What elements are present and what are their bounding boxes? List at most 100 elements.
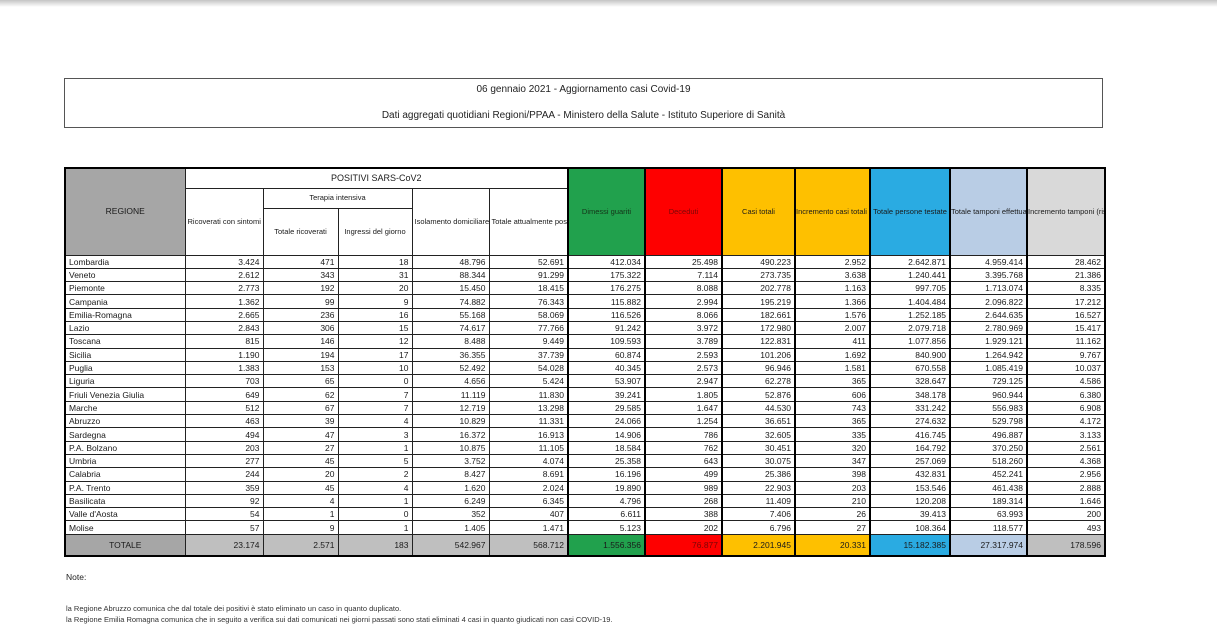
incremento-tamponi-cell: 15.417 — [1026, 320, 1106, 336]
casi-totali-cell: 30.075 — [721, 453, 796, 469]
incremento-casi-cell: 203 — [794, 480, 871, 495]
incremento-tamponi-cell: 16.527 — [1026, 307, 1106, 322]
ricoverati-sintomi-cell: 1.190 — [184, 347, 264, 362]
incremento-casi-cell: 411 — [794, 334, 871, 349]
incremento-casi-cell: 606 — [794, 387, 871, 402]
tamponi-effettuati-cell: 4.959.414 — [949, 254, 1028, 269]
region-name-cell: Emilia-Romagna — [64, 307, 186, 322]
persone-testate-cell: 1.404.484 — [869, 294, 951, 309]
ingressi-giorno-cell: 17 — [337, 347, 413, 362]
totale-ricoverati-cell: 1 — [262, 507, 339, 522]
region-name-cell: Sardegna — [64, 427, 186, 442]
region-name-cell: Campania — [64, 294, 186, 309]
ricoverati-sintomi-cell: 57 — [184, 520, 264, 535]
deceduti-cell: 2.947 — [644, 374, 723, 389]
attualmente-positivi-cell: 407 — [488, 507, 569, 522]
persone-testate-cell: 670.558 — [869, 360, 951, 376]
tamponi-effettuati-cell: 189.314 — [949, 493, 1028, 509]
casi-totali-cell: 490.223 — [721, 254, 796, 269]
incremento-casi-cell: 2.952 — [794, 254, 871, 269]
ingressi-giorno-cell: 12 — [337, 334, 413, 349]
isolamento-domiciliare-cell: 74.617 — [411, 320, 490, 336]
incremento-casi-cell: 1.366 — [794, 294, 871, 309]
totale-ricoverati-cell: 343 — [262, 267, 339, 283]
totale-persone-testate-cell: 15.182.385 — [869, 533, 951, 557]
header-group-terapia-intensiva: Terapia intensiva — [262, 187, 413, 209]
table-row: Friuli Venezia Giulia 649 62 7 11.119 11… — [64, 387, 1106, 402]
casi-totali-cell: 32.605 — [721, 427, 796, 442]
isolamento-domiciliare-cell: 88.344 — [411, 267, 490, 283]
region-name-cell: Calabria — [64, 467, 186, 482]
persone-testate-cell: 2.079.718 — [869, 320, 951, 336]
dimessi-guariti-cell: 18.584 — [567, 440, 646, 455]
incremento-tamponi-cell: 2.888 — [1026, 480, 1106, 495]
incremento-tamponi-cell: 6.908 — [1026, 400, 1106, 416]
tamponi-effettuati-cell: 729.125 — [949, 374, 1028, 389]
persone-testate-cell: 120.208 — [869, 493, 951, 509]
incremento-casi-cell: 27 — [794, 520, 871, 535]
tamponi-effettuati-cell: 556.983 — [949, 400, 1028, 416]
region-name-cell: Friuli Venezia Giulia — [64, 387, 186, 402]
note-line-1: la Regione Abruzzo comunica che dal tota… — [66, 604, 402, 613]
attualmente-positivi-cell: 58.069 — [488, 307, 569, 322]
casi-totali-cell: 6.796 — [721, 520, 796, 535]
dimessi-guariti-cell: 115.882 — [567, 294, 646, 309]
casi-totali-cell: 22.903 — [721, 480, 796, 495]
attualmente-positivi-cell: 11.830 — [488, 387, 569, 402]
tamponi-effettuati-cell: 1.085.419 — [949, 360, 1028, 376]
header-dimessi-guariti: Dimessi guariti — [567, 167, 646, 256]
ricoverati-sintomi-cell: 277 — [184, 453, 264, 469]
totale-incremento-casi-cell: 20.331 — [794, 533, 871, 557]
attualmente-positivi-cell: 77.766 — [488, 320, 569, 336]
incremento-tamponi-cell: 3.133 — [1026, 427, 1106, 442]
incremento-tamponi-cell: 2.561 — [1026, 440, 1106, 455]
notes-label: Note: — [66, 572, 87, 582]
ingressi-giorno-cell: 18 — [337, 254, 413, 269]
casi-totali-cell: 96.946 — [721, 360, 796, 376]
totale-ricoverati-cell: 194 — [262, 347, 339, 362]
incremento-casi-cell: 320 — [794, 440, 871, 455]
casi-totali-cell: 172.980 — [721, 320, 796, 336]
totale-ricoverati-cell: 39 — [262, 414, 339, 429]
persone-testate-cell: 1.240.441 — [869, 267, 951, 283]
deceduti-cell: 3.972 — [644, 320, 723, 336]
ricoverati-sintomi-cell: 3.424 — [184, 254, 264, 269]
incremento-casi-cell: 1.692 — [794, 347, 871, 362]
ingressi-giorno-cell: 10 — [337, 360, 413, 376]
attualmente-positivi-cell: 54.028 — [488, 360, 569, 376]
casi-totali-cell: 182.661 — [721, 307, 796, 322]
region-name-cell: Umbria — [64, 453, 186, 469]
isolamento-domiciliare-cell: 8.488 — [411, 334, 490, 349]
persone-testate-cell: 432.831 — [869, 467, 951, 482]
incremento-tamponi-cell: 10.037 — [1026, 360, 1106, 376]
header-persone-testate: Totale persone testate — [869, 167, 951, 256]
dimessi-guariti-cell: 19.890 — [567, 480, 646, 495]
deceduti-cell: 25.498 — [644, 254, 723, 269]
isolamento-domiciliare-cell: 10.829 — [411, 414, 490, 429]
isolamento-domiciliare-cell: 48.796 — [411, 254, 490, 269]
tamponi-effettuati-cell: 118.577 — [949, 520, 1028, 535]
deceduti-cell: 786 — [644, 427, 723, 442]
attualmente-positivi-cell: 6.345 — [488, 493, 569, 509]
tamponi-effettuati-cell: 1.929.121 — [949, 334, 1028, 349]
totale-ingressi-giorno-cell: 183 — [337, 533, 413, 557]
attualmente-positivi-cell: 4.074 — [488, 453, 569, 469]
totale-ricoverati-cell: 153 — [262, 360, 339, 376]
casi-totali-cell: 44.530 — [721, 400, 796, 416]
ricoverati-sintomi-cell: 463 — [184, 414, 264, 429]
dimessi-guariti-cell: 175.322 — [567, 267, 646, 283]
table-row: Sardegna 494 47 3 16.372 16.913 14.906 7… — [64, 427, 1106, 442]
ricoverati-sintomi-cell: 815 — [184, 334, 264, 349]
header-ingressi-giorno: Ingressi del giorno — [337, 207, 413, 256]
ingressi-giorno-cell: 20 — [337, 281, 413, 296]
isolamento-domiciliare-cell: 1.620 — [411, 480, 490, 495]
incremento-casi-cell: 1.576 — [794, 307, 871, 322]
totale-casi-totali-cell: 2.201.945 — [721, 533, 796, 557]
isolamento-domiciliare-cell: 15.450 — [411, 281, 490, 296]
attualmente-positivi-cell: 18.415 — [488, 281, 569, 296]
attualmente-positivi-cell: 11.105 — [488, 440, 569, 455]
ricoverati-sintomi-cell: 2.773 — [184, 281, 264, 296]
attualmente-positivi-cell: 1.471 — [488, 520, 569, 535]
tamponi-effettuati-cell: 529.798 — [949, 414, 1028, 429]
region-name-cell: Piemonte — [64, 281, 186, 296]
